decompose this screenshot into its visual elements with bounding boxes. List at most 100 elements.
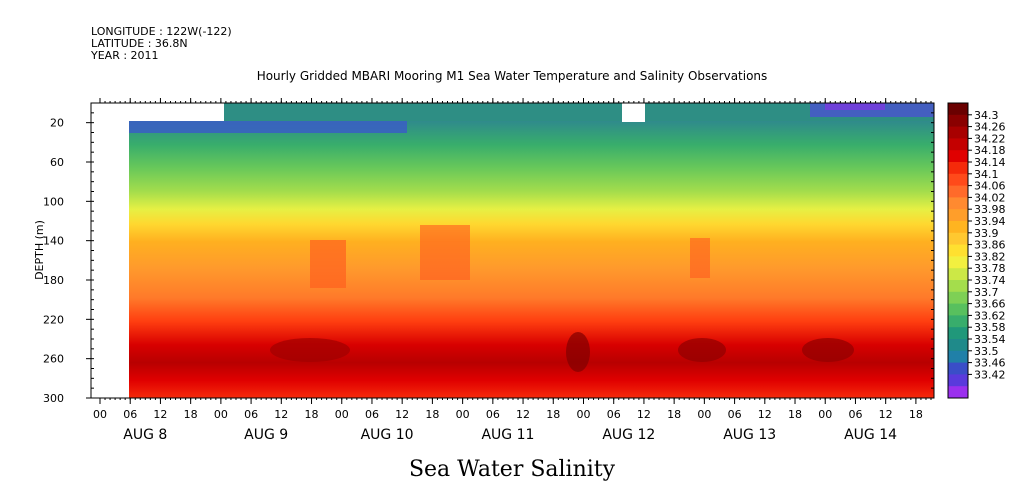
colorbar-swatch — [948, 197, 968, 210]
y-tick-label: 140 — [43, 235, 64, 248]
colorbar-frame — [947, 102, 969, 399]
x-hour-label: 12 — [758, 408, 772, 421]
colorbar-swatch — [948, 150, 968, 163]
colorbar-swatch — [948, 138, 968, 151]
colorbar-swatch — [948, 244, 968, 257]
colorbar-swatch — [948, 232, 968, 246]
x-hour-label: 06 — [365, 408, 379, 421]
x-day-label: AUG 12 — [602, 427, 655, 443]
colorbar-label: 33.74 — [974, 274, 1006, 287]
colorbar-swatch — [948, 339, 968, 352]
axes: 20 60 100 140 180 220 260 300 00 06 12 18 00 06 12 18 00… — [43, 98, 934, 443]
x-day-label: AUG 11 — [481, 427, 534, 443]
x-hour-label: 12 — [153, 408, 167, 421]
colorbar-label: 34.22 — [974, 132, 1006, 145]
x-hour-label: 18 — [305, 408, 319, 421]
salinity-field — [129, 103, 934, 398]
data-gap-top — [129, 103, 224, 121]
y-tick-label: 180 — [43, 274, 64, 287]
colorbar-swatch — [948, 386, 968, 399]
x-hour-label: 00 — [697, 408, 711, 421]
surface-band — [224, 103, 934, 121]
colorbar-swatch — [948, 114, 968, 128]
colorbar-label: 33.58 — [974, 321, 1006, 334]
x-hour-label: 18 — [425, 408, 439, 421]
colorbar-swatch — [948, 362, 968, 375]
colorbar-label: 34.06 — [974, 180, 1006, 193]
colorbar-label: 33.54 — [974, 333, 1006, 346]
deep-core-3 — [678, 338, 726, 362]
x-hour-label: 00 — [818, 408, 832, 421]
colorbar-label: 33.46 — [974, 357, 1006, 370]
colorbar-swatch — [948, 256, 968, 269]
longitude-label: LONGITUDE : 122W(-122) — [91, 25, 232, 38]
colorbar-label: 33.86 — [974, 239, 1006, 252]
y-tick-label: 20 — [50, 117, 64, 130]
colorbar: 34.334.2634.2234.1834.1434.134.0634.0233… — [947, 102, 1006, 399]
year-label: YEAR : 2011 — [90, 49, 159, 62]
x-day-label: AUG 14 — [844, 427, 897, 443]
x-hour-label: 06 — [607, 408, 621, 421]
colorbar-label: 33.98 — [974, 203, 1006, 216]
colorbar-swatch — [948, 126, 968, 139]
deep-core-2 — [566, 332, 590, 372]
x-hour-label: 12 — [274, 408, 288, 421]
colorbar-swatch — [948, 209, 968, 222]
mid-high-patch-1 — [310, 240, 346, 288]
x-hour-label: 06 — [848, 408, 862, 421]
x-day-label: AUG 10 — [361, 427, 414, 443]
x-hour-label: 06 — [728, 408, 742, 421]
colorbar-label: 33.7 — [974, 286, 999, 299]
colorbar-label: 34.14 — [974, 156, 1006, 169]
colorbar-label: 33.78 — [974, 262, 1006, 275]
x-hour-label: 18 — [909, 408, 923, 421]
x-hour-label: 06 — [123, 408, 137, 421]
colorbar-label: 33.62 — [974, 309, 1006, 322]
colorbar-label: 34.26 — [974, 121, 1006, 134]
colorbar-swatch — [948, 280, 968, 293]
y-tick-label: 300 — [43, 392, 64, 405]
data-gap-aug12 — [622, 103, 645, 122]
colorbar-label: 34.18 — [974, 144, 1006, 157]
x-hour-label: 18 — [667, 408, 681, 421]
colorbar-swatch — [948, 173, 968, 187]
mid-high-patch-2 — [420, 225, 470, 280]
y-tick-label: 100 — [43, 195, 64, 208]
colorbar-swatch — [948, 374, 968, 387]
x-hour-label: 18 — [184, 408, 198, 421]
colorbar-label: 33.42 — [974, 368, 1006, 381]
colorbar-label: 33.82 — [974, 250, 1006, 263]
heatmap-field — [91, 103, 934, 398]
x-hour-label: 12 — [879, 408, 893, 421]
x-hour-label: 12 — [516, 408, 530, 421]
chart-title: Hourly Gridded MBARI Mooring M1 Sea Wate… — [257, 69, 768, 83]
colorbar-label: 34.02 — [974, 191, 1006, 204]
x-hour-label: 12 — [395, 408, 409, 421]
y-tick-label: 260 — [43, 353, 64, 366]
x-hour-label: 12 — [637, 408, 651, 421]
colorbar-label: 33.66 — [974, 298, 1006, 311]
deep-core-4 — [802, 338, 854, 362]
colorbar-swatch — [948, 303, 968, 316]
x-hour-label: 06 — [486, 408, 500, 421]
colorbar-swatch — [948, 185, 968, 198]
x-day-label: AUG 9 — [244, 427, 288, 443]
colorbar-label: 33.9 — [974, 227, 999, 240]
colorbar-swatch — [948, 350, 968, 364]
y-tick-label: 220 — [43, 313, 64, 326]
x-hour-label: 00 — [456, 408, 470, 421]
deep-core-1 — [270, 338, 350, 362]
colorbar-label: 33.5 — [974, 345, 999, 358]
low-salinity-patch — [129, 121, 407, 133]
colorbar-swatch — [948, 327, 968, 340]
y-axis-label: DEPTH (m) — [33, 220, 46, 280]
x-hour-label: 06 — [244, 408, 258, 421]
data-gap-left — [91, 103, 129, 398]
x-day-label: AUG 8 — [123, 427, 167, 443]
colorbar-swatch — [948, 162, 968, 175]
latitude-label: LATITUDE : 36.8N — [91, 37, 188, 50]
colorbar-label: 33.94 — [974, 215, 1006, 228]
x-hour-label: 00 — [576, 408, 590, 421]
x-hour-label: 00 — [93, 408, 107, 421]
